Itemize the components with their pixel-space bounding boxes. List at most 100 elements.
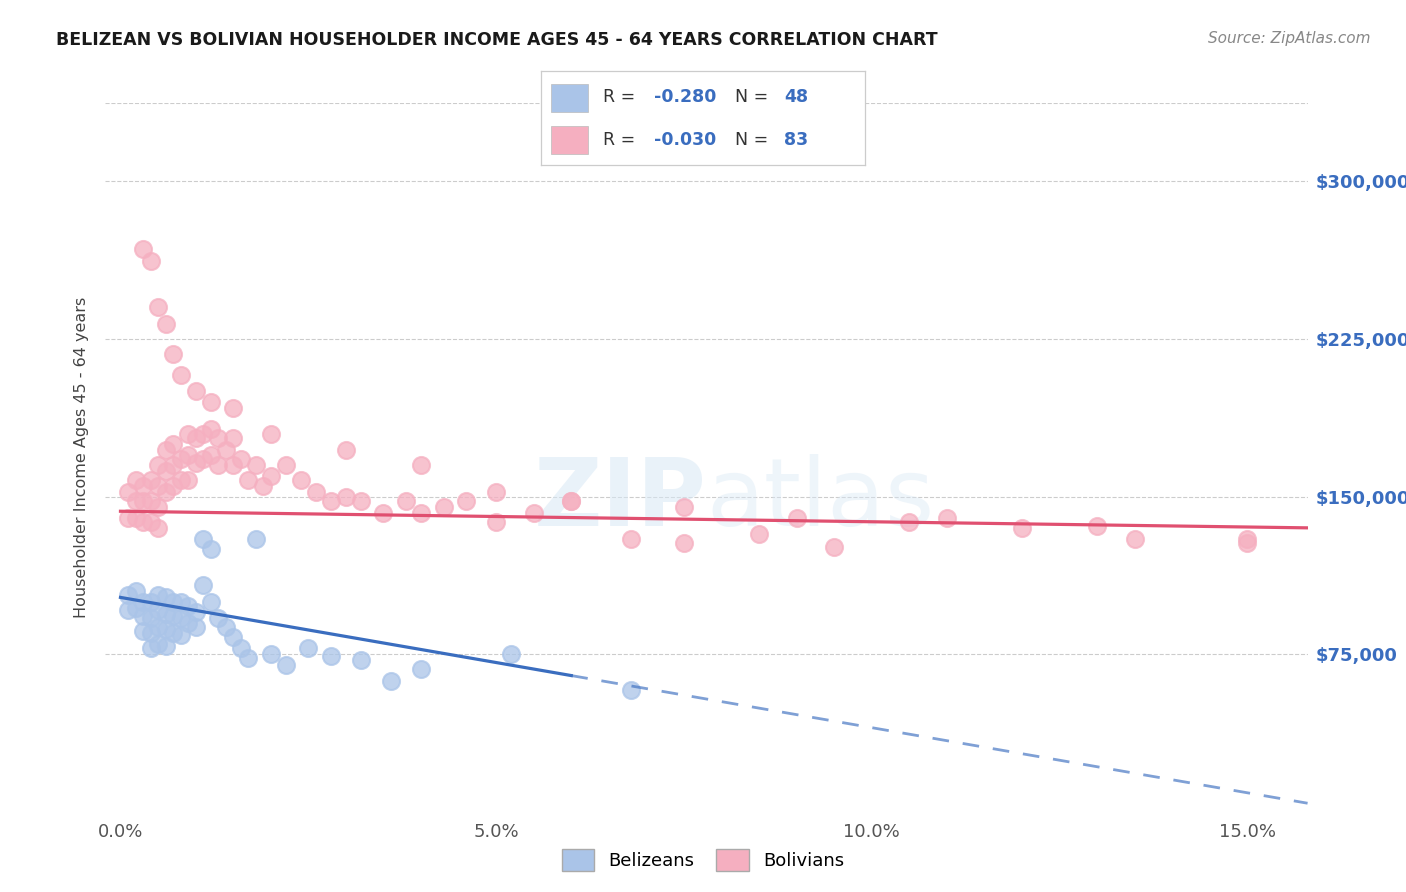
Point <box>350 653 373 667</box>
Point <box>177 615 200 630</box>
Point <box>260 426 283 441</box>
Point <box>162 458 184 472</box>
Point <box>245 458 267 472</box>
Y-axis label: Householder Income Ages 45 - 64 years: Householder Income Ages 45 - 64 years <box>75 296 90 618</box>
Text: 83: 83 <box>785 131 808 149</box>
Point <box>132 594 155 608</box>
Point <box>146 479 169 493</box>
Point <box>290 473 312 487</box>
Point <box>200 448 222 462</box>
Point <box>191 426 214 441</box>
Point <box>162 609 184 624</box>
Point <box>132 242 155 256</box>
Point <box>117 588 139 602</box>
Point <box>1085 519 1108 533</box>
FancyBboxPatch shape <box>551 84 588 112</box>
Point <box>1123 532 1146 546</box>
Point <box>184 620 207 634</box>
Point <box>238 473 260 487</box>
Point <box>432 500 454 514</box>
Point <box>132 479 155 493</box>
Point <box>620 532 643 546</box>
Point <box>162 437 184 451</box>
Point <box>523 507 546 521</box>
Point <box>139 515 162 529</box>
Point <box>155 591 177 605</box>
Point <box>169 611 191 625</box>
Point <box>485 485 508 500</box>
Point <box>560 493 582 508</box>
Point <box>184 605 207 619</box>
Point <box>139 640 162 655</box>
Point <box>335 490 357 504</box>
Point <box>214 620 236 634</box>
Text: R =: R = <box>603 87 641 105</box>
Point <box>124 510 146 524</box>
Point <box>305 485 328 500</box>
Point <box>155 485 177 500</box>
Point <box>191 451 214 466</box>
Point <box>139 473 162 487</box>
Point <box>409 458 432 472</box>
Text: R =: R = <box>603 131 641 149</box>
Point <box>162 626 184 640</box>
Point <box>1236 532 1258 546</box>
Point <box>200 594 222 608</box>
Point <box>380 674 402 689</box>
Point <box>124 473 146 487</box>
Point <box>222 458 245 472</box>
Point <box>139 594 162 608</box>
Point <box>184 456 207 470</box>
Point <box>191 532 214 546</box>
Point <box>214 443 236 458</box>
Point <box>823 540 845 554</box>
Point <box>132 493 155 508</box>
Point <box>146 500 169 514</box>
Point <box>146 521 169 535</box>
Point <box>124 584 146 599</box>
Point <box>155 318 177 332</box>
Point <box>409 507 432 521</box>
Point <box>177 448 200 462</box>
Point <box>169 451 191 466</box>
Point <box>297 640 319 655</box>
Point <box>124 601 146 615</box>
Point <box>184 384 207 399</box>
Point <box>169 628 191 642</box>
Point <box>222 630 245 644</box>
Point <box>672 535 695 549</box>
Point <box>350 493 373 508</box>
Point <box>200 542 222 557</box>
Point <box>117 485 139 500</box>
Point <box>936 510 959 524</box>
Point <box>672 500 695 514</box>
Text: -0.030: -0.030 <box>655 131 717 149</box>
Point <box>169 368 191 382</box>
Point <box>395 493 418 508</box>
Point <box>191 578 214 592</box>
Point <box>162 594 184 608</box>
Point <box>238 651 260 665</box>
Point <box>177 473 200 487</box>
Point <box>132 515 155 529</box>
Point <box>454 493 477 508</box>
Point <box>139 626 162 640</box>
Point <box>139 493 162 508</box>
Point <box>207 611 229 625</box>
FancyBboxPatch shape <box>551 126 588 153</box>
Point <box>117 603 139 617</box>
Point <box>274 657 297 672</box>
Point <box>229 640 252 655</box>
Point <box>748 527 770 541</box>
Point <box>319 493 342 508</box>
Point <box>146 620 169 634</box>
Point <box>1236 535 1258 549</box>
Point <box>146 301 169 315</box>
Point <box>260 647 283 661</box>
Text: Source: ZipAtlas.com: Source: ZipAtlas.com <box>1208 31 1371 46</box>
Point <box>155 443 177 458</box>
Point <box>501 647 523 661</box>
Point <box>146 637 169 651</box>
Point <box>620 682 643 697</box>
Point <box>177 599 200 613</box>
